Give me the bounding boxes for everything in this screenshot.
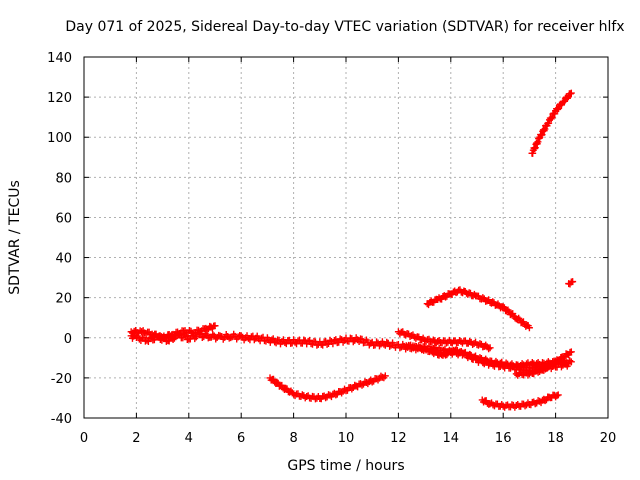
data-point <box>273 378 281 386</box>
data-point <box>566 357 574 365</box>
x-tick-label: 0 <box>80 431 88 446</box>
y-axis-title: SDTVAR / TECUs <box>7 180 23 295</box>
x-tick-label: 18 <box>547 431 564 446</box>
data-track <box>512 348 575 379</box>
data-point <box>553 392 561 400</box>
data-point <box>134 332 142 340</box>
data-point <box>547 115 555 123</box>
data-point <box>541 397 549 405</box>
data-point <box>555 104 563 112</box>
data-point <box>544 364 552 372</box>
data-track <box>565 278 577 288</box>
y-tick-labels: -40 -20 0 20 40 60 80 100 120 140 <box>47 51 72 427</box>
x-tick-label: 2 <box>132 431 140 446</box>
data-point <box>319 341 327 349</box>
data-track <box>423 286 533 332</box>
y-tick-label: 140 <box>47 51 72 66</box>
data-point <box>144 337 152 345</box>
x-tick-label: 12 <box>390 431 407 446</box>
data-point <box>165 337 173 345</box>
data-point <box>548 113 556 121</box>
x-tick-label: 8 <box>289 431 297 446</box>
data-point <box>250 336 258 344</box>
data-point <box>485 345 493 353</box>
data-point <box>538 131 546 139</box>
data-point <box>525 324 533 332</box>
y-tick-label: 120 <box>47 91 72 106</box>
data-series <box>127 89 577 411</box>
y-tick-label: 20 <box>55 292 72 307</box>
data-point <box>209 330 217 338</box>
x-tick-label: 6 <box>237 431 245 446</box>
x-tick-label: 16 <box>495 431 512 446</box>
data-point <box>479 294 487 302</box>
data-point <box>198 334 206 342</box>
data-point <box>567 89 575 97</box>
data-point <box>203 326 211 334</box>
plot-frame <box>83 56 609 419</box>
data-point <box>559 354 567 362</box>
data-track <box>266 372 389 403</box>
data-point <box>329 340 337 348</box>
data-point <box>499 303 507 311</box>
data-track <box>127 322 219 342</box>
y-tick-label: 80 <box>55 171 72 186</box>
data-track <box>127 330 573 375</box>
x-tick-label: 14 <box>443 431 460 446</box>
x-tick-labels: 0 2 4 6 8 10 12 14 16 18 20 <box>80 431 616 446</box>
data-track <box>394 328 494 353</box>
x-axis-title: GPS time / hours <box>287 458 404 474</box>
y-tick-label: 40 <box>55 252 72 267</box>
data-point <box>386 342 394 350</box>
data-point <box>539 126 547 134</box>
x-tick-label: 4 <box>185 431 193 446</box>
data-point <box>489 298 497 306</box>
data-point <box>563 94 571 102</box>
data-point <box>540 127 548 135</box>
y-tick-label: -20 <box>51 372 72 387</box>
y-tick-label: 60 <box>55 211 72 226</box>
data-track <box>478 391 562 411</box>
data-point <box>442 293 450 301</box>
y-tick-label: -40 <box>51 412 72 427</box>
data-point <box>545 119 553 127</box>
data-point <box>554 391 562 399</box>
data-point <box>554 105 562 113</box>
y-tick-label: 0 <box>64 332 72 347</box>
data-track <box>528 89 575 157</box>
data-point <box>269 335 277 343</box>
data-point <box>306 336 314 344</box>
x-tick-label: 10 <box>338 431 355 446</box>
data-point <box>486 344 494 352</box>
data-point <box>569 278 577 286</box>
chart-title: Day 071 of 2025, Sidereal Day-to-day VTE… <box>65 19 624 35</box>
data-point <box>211 322 219 330</box>
data-point <box>551 110 559 118</box>
data-point <box>567 348 575 356</box>
y-tick-label: 100 <box>47 131 72 146</box>
data-point <box>381 372 389 380</box>
x-tick-label: 20 <box>600 431 617 446</box>
data-point <box>567 358 575 366</box>
data-point <box>348 385 356 393</box>
